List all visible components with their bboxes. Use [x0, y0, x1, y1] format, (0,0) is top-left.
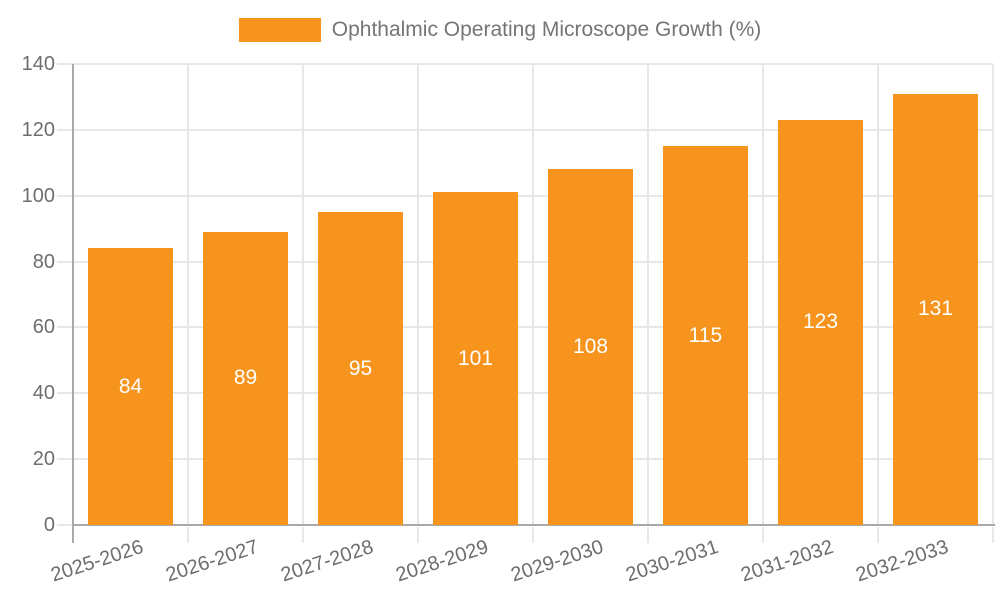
y-axis-tick	[57, 392, 73, 395]
y-axis-tick	[57, 524, 73, 526]
bar[interactable]	[433, 192, 518, 525]
bar-value-label: 108	[572, 335, 609, 359]
x-axis-tick	[532, 527, 534, 543]
x-axis-tick	[877, 527, 879, 543]
y-axis-tick	[57, 326, 73, 329]
x-axis-tick-label: 2030-2031	[623, 535, 721, 587]
bar[interactable]	[548, 169, 633, 525]
y-axis-tick-label: 60	[32, 316, 55, 339]
grid-line-vertical	[532, 64, 534, 525]
x-axis-tick-label: 2031-2032	[738, 535, 836, 587]
x-axis-tick-label: 2029-2030	[508, 535, 606, 587]
y-axis-tick-label: 100	[21, 184, 55, 207]
bar-value-label: 84	[118, 374, 143, 398]
bar[interactable]	[778, 119, 863, 525]
y-axis-tick-label: 80	[32, 250, 55, 273]
x-axis-tick-label: 2027-2028	[278, 535, 376, 587]
x-axis-tick-label: 2032-2033	[853, 535, 951, 587]
y-axis-tick	[57, 128, 73, 131]
grid-line-vertical	[647, 64, 649, 525]
bar[interactable]	[203, 231, 288, 525]
y-axis-line	[72, 64, 74, 543]
legend-item[interactable]: Ophthalmic Operating Microscope Growth (…	[0, 18, 1000, 42]
grid-line-vertical	[877, 64, 879, 525]
grid-line-vertical	[187, 64, 189, 525]
bar-value-label: 95	[348, 356, 373, 380]
x-axis-line	[72, 524, 995, 526]
bar[interactable]	[88, 248, 173, 525]
y-axis-tick	[57, 458, 73, 461]
bar[interactable]	[318, 212, 403, 525]
grid-line-vertical	[992, 64, 994, 525]
y-axis-tick-label: 0	[43, 514, 55, 536]
x-axis-tick-label: 2025-2026	[48, 535, 146, 587]
bar-value-label: 123	[802, 310, 839, 334]
y-axis-tick-label: 20	[32, 448, 55, 471]
grid-line-vertical	[302, 64, 304, 525]
x-axis-tick	[302, 527, 304, 543]
x-axis-tick	[647, 527, 649, 543]
y-axis-tick-label: 120	[21, 118, 55, 141]
bar[interactable]	[893, 93, 978, 525]
x-axis-tick	[992, 527, 994, 543]
bar-value-label: 89	[233, 366, 258, 390]
x-axis-tick-label: 2026-2027	[163, 535, 261, 587]
bar-value-label: 131	[917, 297, 954, 321]
grid-line-vertical	[417, 64, 419, 525]
x-axis-tick	[187, 527, 189, 543]
legend-label: Ophthalmic Operating Microscope Growth (…	[331, 18, 762, 41]
y-axis-tick-label: 140	[21, 53, 55, 75]
x-axis-tick-label: 2028-2029	[393, 535, 491, 587]
grid-line-vertical	[762, 64, 764, 525]
y-axis-tick	[57, 63, 73, 65]
x-axis-tick	[417, 527, 419, 543]
legend-swatch	[238, 18, 321, 42]
bar-value-label: 115	[688, 323, 723, 347]
y-axis-tick-label: 40	[32, 382, 55, 405]
y-axis-tick	[57, 260, 73, 263]
bar[interactable]	[663, 146, 748, 525]
bar-value-label: 101	[457, 346, 494, 370]
y-axis-tick	[57, 194, 73, 197]
x-axis-tick	[762, 527, 764, 543]
